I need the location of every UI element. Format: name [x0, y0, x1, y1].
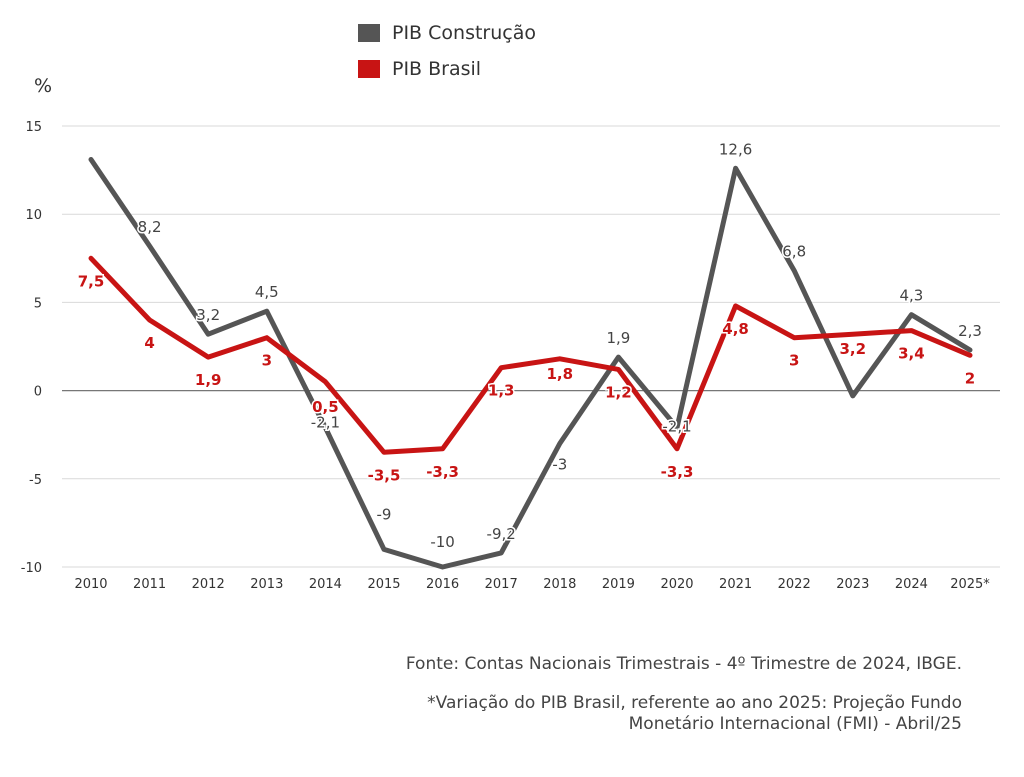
y-tick-label: 15 [25, 120, 42, 135]
data-label-brasil: -3,5 [368, 466, 401, 484]
x-tick-label: 2018 [543, 577, 576, 592]
data-label-construcao: 4,3 [899, 287, 923, 305]
data-label-brasil: 1,9 [195, 371, 222, 389]
data-label-brasil: -3,3 [661, 463, 694, 481]
legend-swatch-brasil [358, 60, 380, 78]
x-tick-label: 2021 [719, 577, 752, 592]
data-label-construcao: -3 [552, 456, 567, 474]
x-tick-label: 2017 [485, 577, 518, 592]
y-tick-label: 0 [34, 385, 42, 400]
projection-note-line1: *Variação do PIB Brasil, referente ao an… [427, 693, 962, 713]
data-label-brasil: 1,8 [547, 365, 574, 383]
y-tick-label: 10 [25, 208, 42, 223]
x-tick-label: 2019 [602, 577, 635, 592]
data-label-construcao: 12,6 [719, 140, 752, 158]
legend-label-construcao: PIB Construção [392, 22, 536, 44]
legend: PIB Construção PIB Brasil [358, 20, 536, 92]
y-axis-label: % [34, 75, 52, 97]
data-labels: 8,2 3,2 4,5 -2,1 -9 -10 -9,2 -3 1,9 -2,1 12,6 6,8 4,… [76, 139, 983, 553]
data-label-brasil: 7,5 [78, 272, 105, 290]
data-label-brasil: 4,8 [722, 320, 749, 338]
data-label-construcao: -9 [377, 505, 392, 523]
x-tick-label: 2022 [778, 577, 811, 592]
data-label-construcao: 2,3 [958, 322, 982, 340]
data-label-construcao: -2,1 [662, 418, 691, 436]
data-label-construcao: -9,2 [487, 525, 516, 543]
footnotes: Fonte: Contas Nacionais Trimestrais - 4º… [406, 654, 962, 735]
series-line-construcao [88, 157, 973, 570]
legend-label-brasil: PIB Brasil [392, 58, 482, 80]
data-label-brasil: 1,3 [488, 382, 515, 400]
x-tick-label: 2025* [950, 577, 990, 592]
data-label-construcao: 6,8 [782, 243, 806, 261]
x-tick-label: 2014 [309, 577, 342, 592]
series-line-brasil [88, 255, 973, 455]
legend-item-brasil: PIB Brasil [358, 56, 536, 82]
y-tick-label: 5 [34, 296, 42, 311]
data-label-construcao: 4,5 [255, 283, 279, 301]
data-label-brasil: 4 [144, 334, 154, 352]
x-tick-label: 2015 [367, 577, 400, 592]
x-tick-label: 2011 [133, 577, 166, 592]
y-tick-label: -5 [29, 473, 42, 488]
y-tick-label: -10 [21, 561, 42, 576]
x-tick-label: 2013 [250, 577, 283, 592]
data-label-construcao: 3,2 [196, 306, 220, 324]
x-tick-label: 2024 [895, 577, 928, 592]
x-tick-label: 2012 [192, 577, 225, 592]
source-note: Fonte: Contas Nacionais Trimestrais - 4º… [405, 654, 962, 674]
x-tick-label: 2010 [74, 577, 107, 592]
data-label-construcao: 1,9 [606, 329, 630, 347]
data-label-brasil: 3 [789, 352, 799, 370]
x-tick-label: 2020 [660, 577, 693, 592]
projection-note-line2: Monetário Internacional (FMI) - Abril/25 [628, 714, 962, 734]
grid-lines [62, 125, 1000, 568]
series-lines [88, 157, 973, 570]
data-label-brasil: 0,5 [312, 398, 339, 416]
x-tick-label: 2023 [836, 577, 869, 592]
data-label-brasil: 1,2 [605, 383, 632, 401]
data-label-brasil: -3,3 [426, 463, 459, 481]
x-tick-label: 2016 [426, 577, 459, 592]
data-label-construcao: 8,2 [138, 218, 162, 236]
data-label-brasil: 2 [965, 369, 975, 387]
data-label-brasil: 3,2 [840, 340, 867, 358]
axis-tick-labels: 15 10 5 0 -5 -10 2010 2011 2012 2013 2014 2015 2016 2… [21, 120, 991, 592]
data-label-brasil: 3 [262, 352, 272, 370]
data-label-construcao: -2,1 [311, 414, 340, 432]
data-label-construcao: -10 [430, 533, 455, 551]
legend-item-construcao: PIB Construção [358, 20, 536, 46]
data-label-brasil: 3,4 [898, 345, 925, 363]
legend-swatch-construcao [358, 24, 380, 42]
